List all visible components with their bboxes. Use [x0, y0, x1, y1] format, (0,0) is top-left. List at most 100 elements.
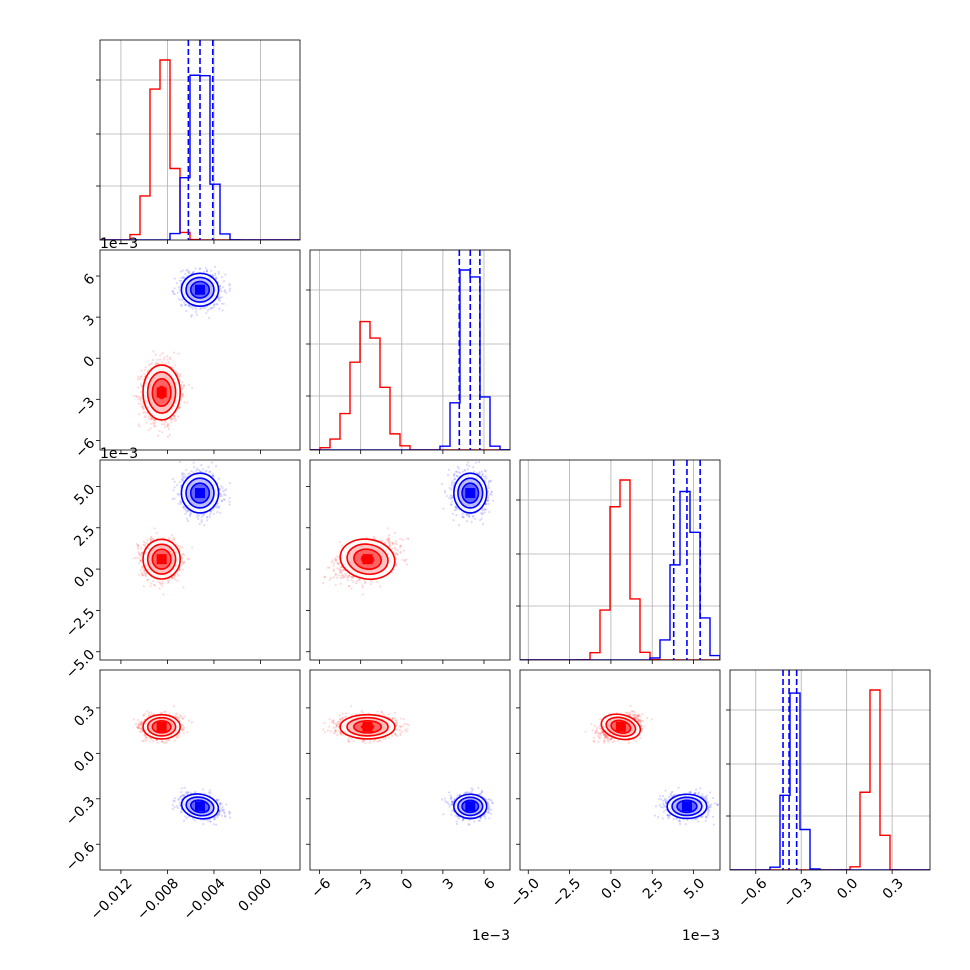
scatter-point	[161, 580, 164, 583]
scatter-point	[200, 520, 203, 524]
scatter-point	[139, 554, 142, 557]
scatter-point	[150, 422, 153, 425]
scatter-point	[168, 433, 171, 437]
scatter-point	[172, 292, 175, 295]
scatter-point	[222, 498, 225, 501]
scatter-point	[151, 538, 154, 541]
scatter-point	[150, 582, 153, 585]
scatter-point	[346, 579, 349, 582]
scatter-point	[136, 377, 140, 381]
scatter-point	[134, 556, 138, 559]
scatter-point	[182, 553, 186, 557]
scatter-point	[177, 502, 180, 505]
scatter-point	[188, 272, 191, 275]
scatter-point	[179, 564, 183, 568]
scatter-point	[225, 291, 228, 294]
scatter-point	[139, 397, 142, 401]
scatter-point	[161, 431, 164, 434]
scatter-point	[188, 472, 191, 475]
scatter-point	[166, 578, 169, 582]
scatter-point	[220, 289, 223, 293]
scatter-point	[188, 270, 191, 273]
scatter-point	[220, 484, 223, 488]
scatter-point	[347, 575, 350, 578]
scatter-point	[139, 559, 142, 562]
panel-background	[730, 670, 930, 870]
scatter-point	[182, 505, 186, 508]
scatter-point	[171, 290, 174, 293]
scatter-point	[167, 361, 170, 364]
scatter-point	[178, 406, 181, 409]
scatter-point	[222, 279, 226, 283]
scatter-point	[186, 520, 190, 523]
scatter-point	[200, 307, 203, 310]
scatter-point	[220, 296, 223, 299]
scatter-point	[137, 413, 141, 416]
scatter-point	[154, 362, 158, 366]
scatter-point	[215, 465, 218, 468]
scatter-point	[140, 558, 143, 561]
scatter-point	[212, 508, 215, 512]
scatter-point	[183, 401, 186, 404]
scatter-point	[210, 269, 213, 272]
scatter-point	[220, 302, 224, 305]
density-peak	[156, 387, 167, 398]
scatter-point	[221, 486, 224, 489]
scatter-point	[184, 512, 187, 516]
scatter-point	[144, 414, 147, 418]
scatter-point	[179, 500, 182, 504]
scatter-point	[213, 272, 217, 275]
scatter-point	[142, 407, 145, 410]
scatter-point	[197, 468, 200, 472]
scatter-point	[146, 370, 149, 373]
scatter-point	[134, 395, 138, 398]
scatter-point	[181, 546, 184, 549]
scatter-point	[147, 578, 150, 581]
scatter-point	[156, 362, 160, 365]
scatter-point	[219, 285, 222, 288]
scatter-point	[170, 577, 174, 580]
scatter-point	[188, 383, 191, 386]
scatter-point	[169, 418, 172, 421]
scatter-point	[185, 303, 188, 307]
panel-1-1	[310, 250, 510, 450]
scatter-point	[181, 562, 185, 565]
scatter-point	[144, 573, 147, 577]
scatter-point	[210, 461, 214, 464]
scatter-point	[228, 287, 232, 290]
scatter-point	[187, 473, 190, 476]
scatter-point	[137, 423, 140, 426]
scatter-point	[141, 574, 144, 577]
scatter-point	[145, 421, 148, 424]
scatter-point	[339, 582, 342, 585]
scatter-point	[137, 552, 141, 555]
scatter-point	[218, 307, 221, 310]
scatter-point	[393, 546, 396, 549]
scatter-point	[167, 580, 171, 584]
scatter-point	[181, 298, 184, 301]
scatter-point	[149, 538, 153, 541]
scatter-point	[194, 310, 198, 314]
scatter-point	[138, 425, 141, 428]
scatter-point	[173, 419, 176, 422]
scatter-point	[182, 473, 186, 476]
scatter-point	[182, 384, 186, 387]
scatter-point	[173, 538, 176, 541]
scatter-point	[162, 358, 165, 361]
scatter-point	[143, 570, 146, 574]
scatter-point	[217, 295, 220, 298]
scatter-point	[140, 375, 143, 378]
scatter-point	[177, 352, 180, 355]
scatter-point	[215, 276, 218, 279]
scatter-point	[138, 553, 141, 557]
scatter-point	[399, 550, 402, 553]
scatter-point	[152, 537, 155, 541]
scatter-point	[149, 535, 153, 538]
scatter-point	[223, 489, 226, 492]
scatter-point	[142, 408, 145, 411]
scatter-point	[179, 270, 182, 273]
scatter-point	[189, 514, 192, 518]
scatter-point	[169, 357, 172, 361]
scatter-point	[164, 425, 167, 429]
scatter-p1-p3	[132, 460, 232, 596]
